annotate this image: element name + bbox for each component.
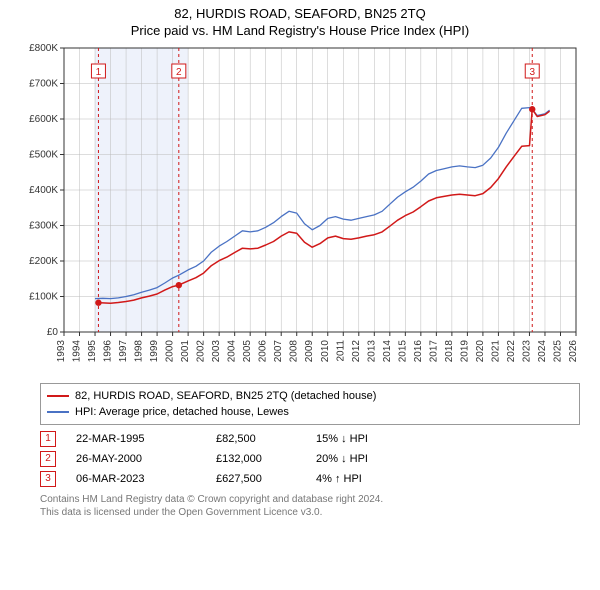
svg-text:1997: 1997 xyxy=(118,340,129,363)
sale-row: 2 26-MAY-2000 £132,000 20% ↓ HPI xyxy=(40,449,580,469)
svg-text:2024: 2024 xyxy=(537,340,548,363)
svg-text:3: 3 xyxy=(529,67,535,78)
svg-text:2014: 2014 xyxy=(382,340,393,363)
svg-text:£700K: £700K xyxy=(29,79,58,90)
svg-text:2003: 2003 xyxy=(211,340,222,363)
svg-text:1999: 1999 xyxy=(149,340,160,363)
svg-text:£100K: £100K xyxy=(29,292,58,303)
svg-text:1998: 1998 xyxy=(134,340,145,363)
svg-text:2019: 2019 xyxy=(459,340,470,363)
sale-hpi-diff: 4% ↑ HPI xyxy=(316,469,416,489)
legend-row: 82, HURDIS ROAD, SEAFORD, BN25 2TQ (deta… xyxy=(47,388,573,404)
svg-text:2016: 2016 xyxy=(413,340,424,363)
svg-text:2010: 2010 xyxy=(320,340,331,363)
chart-subtitle: Price paid vs. HM Land Registry's House … xyxy=(0,21,600,42)
sale-hpi-diff: 15% ↓ HPI xyxy=(316,429,416,449)
svg-text:2020: 2020 xyxy=(475,340,486,363)
svg-text:2011: 2011 xyxy=(335,340,346,362)
svg-text:2000: 2000 xyxy=(165,340,176,363)
svg-text:2026: 2026 xyxy=(568,340,579,363)
sale-row: 1 22-MAR-1995 £82,500 15% ↓ HPI xyxy=(40,429,580,449)
svg-text:£400K: £400K xyxy=(29,185,58,196)
chart-plot-area: £0 £100K £200K £300K £400K £500K £600K £700K £80… xyxy=(20,42,580,377)
svg-text:£800K: £800K xyxy=(29,43,58,54)
svg-text:1996: 1996 xyxy=(103,340,114,363)
sale-date: 26-MAY-2000 xyxy=(76,449,196,469)
svg-text:£600K: £600K xyxy=(29,114,58,125)
sale-date: 22-MAR-1995 xyxy=(76,429,196,449)
legend-label: 82, HURDIS ROAD, SEAFORD, BN25 2TQ (deta… xyxy=(75,388,376,404)
sale-price: £82,500 xyxy=(216,429,296,449)
attribution-line1: Contains HM Land Registry data © Crown c… xyxy=(40,493,580,506)
sale-price: £132,000 xyxy=(216,449,296,469)
svg-text:£0: £0 xyxy=(47,327,59,338)
attribution-text: Contains HM Land Registry data © Crown c… xyxy=(40,493,580,519)
svg-text:2012: 2012 xyxy=(351,340,362,363)
legend-box: 82, HURDIS ROAD, SEAFORD, BN25 2TQ (deta… xyxy=(40,383,580,425)
chart-title-address: 82, HURDIS ROAD, SEAFORD, BN25 2TQ xyxy=(0,0,600,21)
sale-price: £627,500 xyxy=(216,469,296,489)
svg-text:2004: 2004 xyxy=(227,340,238,363)
svg-text:2021: 2021 xyxy=(490,340,501,363)
svg-text:1: 1 xyxy=(96,67,102,78)
sale-marker: 1 xyxy=(40,431,56,447)
svg-text:2015: 2015 xyxy=(397,340,408,363)
line-chart-svg: £0 £100K £200K £300K £400K £500K £600K £700K £80… xyxy=(20,42,580,372)
svg-text:£500K: £500K xyxy=(29,150,58,161)
svg-text:2023: 2023 xyxy=(521,340,532,363)
svg-text:2025: 2025 xyxy=(552,340,563,363)
sale-hpi-diff: 20% ↓ HPI xyxy=(316,449,416,469)
legend-swatch xyxy=(47,395,69,397)
sale-marker: 3 xyxy=(40,471,56,487)
legend-row: HPI: Average price, detached house, Lewe… xyxy=(47,404,573,420)
svg-text:1994: 1994 xyxy=(72,340,83,363)
sale-row: 3 06-MAR-2023 £627,500 4% ↑ HPI xyxy=(40,469,580,489)
svg-text:1993: 1993 xyxy=(56,340,67,363)
sale-marker: 2 xyxy=(40,451,56,467)
svg-text:2001: 2001 xyxy=(180,340,191,363)
svg-text:2002: 2002 xyxy=(196,340,207,363)
sale-date: 06-MAR-2023 xyxy=(76,469,196,489)
svg-text:2005: 2005 xyxy=(242,340,253,363)
svg-text:2006: 2006 xyxy=(258,340,269,363)
svg-text:2022: 2022 xyxy=(506,340,517,363)
svg-text:£300K: £300K xyxy=(29,221,58,232)
svg-text:2013: 2013 xyxy=(366,340,377,363)
sales-table: 1 22-MAR-1995 £82,500 15% ↓ HPI 2 26-MAY-2000… xyxy=(40,429,580,489)
svg-text:£200K: £200K xyxy=(29,256,58,267)
legend-swatch xyxy=(47,411,69,413)
svg-text:2009: 2009 xyxy=(304,340,315,363)
svg-text:2007: 2007 xyxy=(273,340,284,363)
svg-text:2: 2 xyxy=(176,67,182,78)
svg-text:2008: 2008 xyxy=(289,340,300,363)
svg-text:2017: 2017 xyxy=(428,340,439,363)
svg-text:2018: 2018 xyxy=(444,340,455,363)
svg-text:1995: 1995 xyxy=(87,340,98,363)
legend-label: HPI: Average price, detached house, Lewe… xyxy=(75,404,289,420)
chart-container: 82, HURDIS ROAD, SEAFORD, BN25 2TQ Price… xyxy=(0,0,600,590)
attribution-line2: This data is licensed under the Open Gov… xyxy=(40,506,580,519)
